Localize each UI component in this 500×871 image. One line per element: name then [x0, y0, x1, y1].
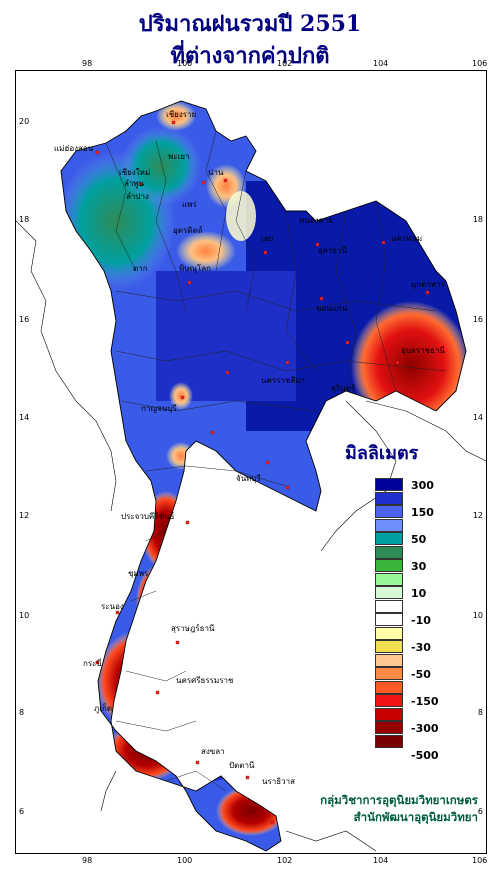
legend-swatch: [375, 640, 403, 653]
province-label: นครพนม: [391, 234, 422, 243]
province-label: กระบี่: [83, 657, 102, 668]
province-label: เชียงใหม่: [119, 168, 150, 177]
province-label: ตาก: [133, 264, 148, 273]
legend-swatch: [375, 721, 403, 734]
lat-tick-right: 6: [477, 807, 483, 816]
legend-label: -10: [411, 614, 431, 627]
legend-swatch: [375, 653, 403, 667]
province-label: พิษณุโลก: [179, 263, 211, 273]
lon-tick-top: 98: [82, 59, 93, 68]
legend-swatch: [375, 734, 403, 748]
province-label: นครศรีธรรมราช: [176, 676, 234, 685]
legend-swatch: [375, 505, 403, 518]
legend-swatch: [375, 613, 403, 626]
province-label: แม่ฮ่องสอน: [54, 144, 94, 153]
province-label: ชุมพร: [128, 569, 149, 578]
lon-tick-bottom: 104: [373, 856, 389, 865]
province-label: พะเยา: [168, 152, 189, 161]
legend-label: 150: [411, 506, 434, 519]
map-subtitle: ที่ต่างจากค่าปกติ: [170, 43, 330, 69]
province-label: ลำปาง: [126, 192, 149, 201]
lat-tick-left: 20: [19, 117, 30, 126]
legend-swatch: [375, 694, 403, 707]
province-label: นราธิวาส: [262, 777, 295, 786]
legend-label: 50: [411, 533, 427, 546]
lat-tick-left: 12: [19, 511, 30, 520]
province-label: แพร่: [182, 200, 197, 209]
legend-swatch: [375, 586, 403, 599]
lon-tick-top: 104: [373, 59, 389, 68]
lat-tick-right: 10: [472, 611, 483, 620]
lat-tick-left: 10: [19, 611, 30, 620]
legend-label: 10: [411, 587, 427, 600]
legend-swatch: [375, 559, 403, 572]
map-title: ปริมาณฝนรวมปี 2551: [138, 11, 362, 37]
legend-swatch: [375, 572, 403, 586]
lat-tick-left: 14: [19, 413, 30, 422]
legend-swatch: [375, 599, 403, 613]
lat-tick-right: 16: [472, 315, 483, 324]
province-label: อุดรธานี: [318, 246, 348, 255]
lon-tick-top: 102: [277, 59, 293, 68]
lon-tick-top: 106: [472, 59, 488, 68]
lat-tick-right: 18: [472, 215, 483, 224]
legend-swatch: [375, 518, 403, 532]
legend-swatch: [375, 626, 403, 640]
legend-label: -300: [411, 722, 439, 735]
lat-tick-left: 18: [19, 215, 30, 224]
province-label: ขอนแก่น: [316, 304, 348, 313]
province-label: หนองคาย: [299, 216, 333, 225]
lat-tick-left: 16: [19, 315, 30, 324]
lat-tick-right: 8: [477, 708, 483, 717]
legend-label: -30: [411, 641, 431, 654]
lon-tick-bottom: 102: [277, 856, 293, 865]
province-label: อุตรดิตถ์: [173, 225, 203, 235]
province-label: ปัตตานี: [229, 761, 255, 770]
legend-swatch: [375, 667, 403, 680]
province-label: ประจวบคีรีขันธ์: [121, 511, 175, 521]
legend-label: -150: [411, 695, 439, 708]
credit-line: กลุ่มวิชาการอุตุนิยมวิทยาเกษตร: [320, 793, 478, 807]
legend-swatch: [375, 478, 403, 491]
province-label: กาญจนบุรี: [141, 404, 177, 413]
legend-swatch: [375, 707, 403, 721]
province-label: น่าน: [208, 168, 224, 177]
province-label: เลย: [261, 234, 273, 243]
legend-swatch: [375, 680, 403, 694]
province-label: ลำพูน: [124, 179, 145, 189]
lat-tick-right: 14: [472, 413, 483, 422]
province-label: ระนอง: [101, 602, 124, 611]
province-label: นครราชสีมา: [261, 376, 305, 385]
lon-tick-top: 100: [177, 59, 193, 68]
province-label: สงขลา: [201, 747, 225, 756]
province-label: เชียงราย: [166, 110, 196, 119]
legend-swatch: [375, 545, 403, 559]
lat-tick-left: 6: [19, 807, 25, 816]
province-label: สุรินทร์: [331, 383, 356, 393]
legend-swatch: [375, 532, 403, 545]
legend-label: 300: [411, 479, 434, 492]
province-label: สุราษฎร์ธานี: [171, 623, 215, 633]
legend-label: 30: [411, 560, 427, 573]
province-label: มุกดาหาร: [411, 280, 446, 289]
legend-title: มิลลิเมตร: [345, 443, 419, 464]
credits: กลุ่มวิชาการอุตุนิยมวิทยาเกษตร สำนักพัฒน…: [318, 792, 478, 826]
legend-label: -50: [411, 668, 431, 681]
lat-tick-left: 8: [19, 708, 25, 717]
lon-tick-bottom: 100: [177, 856, 193, 865]
province-label: อุบลราชธานี: [401, 346, 445, 355]
lat-tick-right: 12: [472, 511, 483, 520]
credit-line: สำนักพัฒนาอุตุนิยมวิทยา: [353, 810, 478, 824]
province-label: จันทบุรี: [236, 474, 262, 483]
legend-label: -500: [411, 749, 439, 762]
lon-tick-bottom: 98: [82, 856, 93, 865]
lon-tick-bottom: 106: [472, 856, 488, 865]
province-label: ภูเก็ต: [94, 703, 112, 714]
legend-swatch: [375, 491, 403, 505]
